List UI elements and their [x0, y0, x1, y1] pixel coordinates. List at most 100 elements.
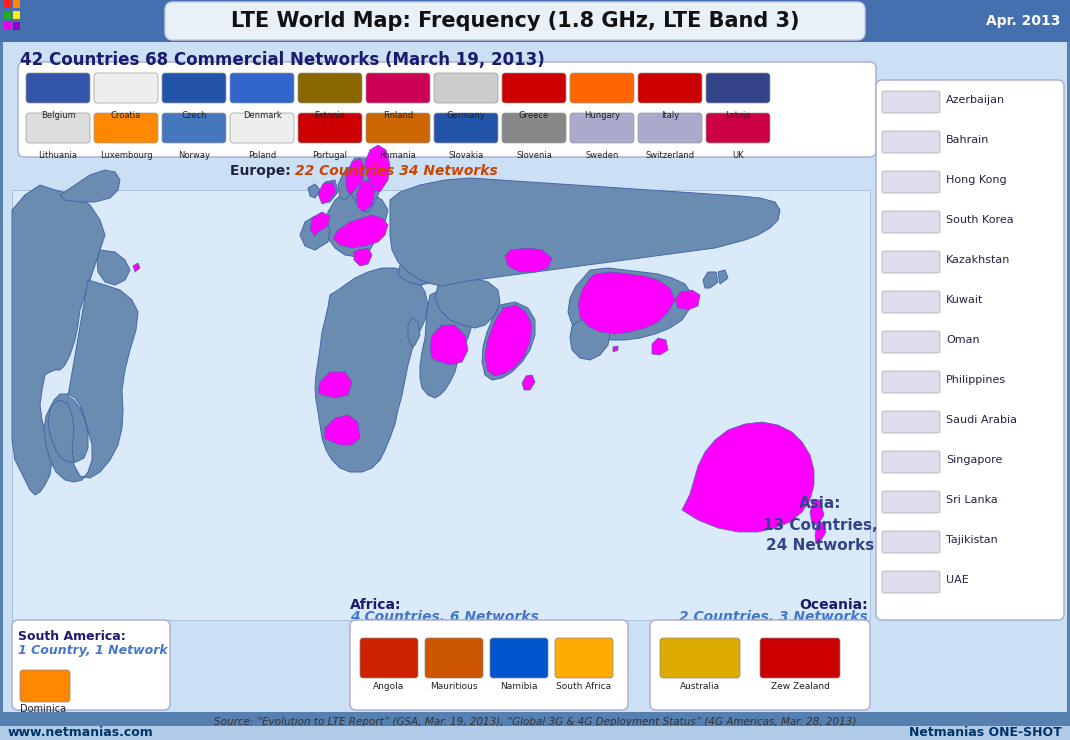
Polygon shape	[308, 184, 320, 198]
FancyBboxPatch shape	[555, 638, 613, 678]
Polygon shape	[348, 150, 382, 212]
FancyBboxPatch shape	[706, 113, 770, 143]
FancyBboxPatch shape	[882, 531, 941, 553]
FancyBboxPatch shape	[882, 451, 941, 473]
FancyBboxPatch shape	[490, 638, 548, 678]
Text: Hong Kong: Hong Kong	[946, 175, 1007, 185]
Text: Germany: Germany	[446, 111, 486, 120]
Text: Europe:: Europe:	[230, 164, 295, 178]
Polygon shape	[310, 212, 330, 236]
FancyBboxPatch shape	[20, 670, 70, 702]
Text: Netmanias ONE-SHOT: Netmanias ONE-SHOT	[910, 727, 1063, 739]
Text: Dominica: Dominica	[20, 704, 66, 714]
Polygon shape	[398, 262, 438, 285]
Text: Czech: Czech	[181, 111, 207, 120]
FancyBboxPatch shape	[162, 73, 226, 103]
FancyBboxPatch shape	[18, 62, 876, 157]
Text: Apr. 2013: Apr. 2013	[985, 14, 1060, 28]
Polygon shape	[60, 170, 120, 202]
Text: Africa:: Africa:	[350, 598, 401, 612]
Text: Kuwait: Kuwait	[946, 295, 983, 305]
Polygon shape	[300, 216, 330, 250]
Text: UK: UK	[732, 151, 744, 160]
Text: Slovenia: Slovenia	[516, 151, 552, 160]
Polygon shape	[318, 182, 336, 204]
FancyBboxPatch shape	[882, 331, 941, 353]
FancyBboxPatch shape	[882, 571, 941, 593]
Text: Switzerland: Switzerland	[645, 151, 694, 160]
Polygon shape	[485, 305, 532, 376]
FancyBboxPatch shape	[299, 73, 362, 103]
Bar	[0, 726, 1070, 740]
Polygon shape	[482, 302, 535, 380]
Polygon shape	[365, 145, 389, 192]
FancyBboxPatch shape	[706, 73, 770, 103]
Polygon shape	[133, 263, 140, 272]
Polygon shape	[354, 248, 372, 266]
FancyBboxPatch shape	[434, 113, 498, 143]
Polygon shape	[703, 272, 718, 288]
Polygon shape	[318, 372, 352, 398]
Text: Source: “Evolution to LTE Report” (GSA, Mar. 19, 2013), “Global 3G & 4G Deployme: Source: “Evolution to LTE Report” (GSA, …	[214, 717, 856, 727]
FancyBboxPatch shape	[882, 251, 941, 273]
FancyBboxPatch shape	[882, 211, 941, 233]
Text: Sri Lanka: Sri Lanka	[946, 495, 997, 505]
Polygon shape	[522, 375, 535, 390]
Polygon shape	[324, 415, 360, 445]
Text: Sweden: Sweden	[585, 151, 618, 160]
FancyBboxPatch shape	[660, 638, 740, 678]
FancyBboxPatch shape	[94, 73, 158, 103]
Polygon shape	[44, 280, 138, 482]
FancyBboxPatch shape	[299, 113, 362, 143]
Text: www.netmanias.com: www.netmanias.com	[7, 727, 154, 739]
Text: Romania: Romania	[380, 151, 416, 160]
FancyBboxPatch shape	[502, 113, 566, 143]
Polygon shape	[675, 290, 700, 310]
FancyBboxPatch shape	[502, 73, 566, 103]
Polygon shape	[810, 500, 824, 525]
FancyBboxPatch shape	[882, 291, 941, 313]
Text: Estonia: Estonia	[315, 111, 346, 120]
FancyBboxPatch shape	[570, 73, 635, 103]
Polygon shape	[408, 318, 421, 346]
FancyBboxPatch shape	[882, 131, 941, 153]
FancyBboxPatch shape	[570, 113, 635, 143]
Polygon shape	[568, 268, 692, 340]
Text: Denmark: Denmark	[243, 111, 281, 120]
FancyBboxPatch shape	[882, 171, 941, 193]
Polygon shape	[389, 178, 780, 286]
Text: Belgium: Belgium	[41, 111, 75, 120]
Text: 22 Countries 34 Networks: 22 Countries 34 Networks	[295, 164, 498, 178]
Text: Norway: Norway	[178, 151, 210, 160]
Text: 42 Countries 68 Commercial Networks (March 19, 2013): 42 Countries 68 Commercial Networks (Mar…	[20, 51, 545, 69]
Bar	[4, 0, 11, 8]
FancyBboxPatch shape	[366, 113, 430, 143]
Text: Australia: Australia	[679, 682, 720, 691]
FancyBboxPatch shape	[94, 113, 158, 143]
Bar	[4, 11, 11, 19]
Bar	[13, 0, 20, 8]
Bar	[12, 190, 870, 620]
Polygon shape	[320, 180, 338, 202]
FancyBboxPatch shape	[882, 91, 941, 113]
Text: South Africa: South Africa	[556, 682, 612, 691]
FancyBboxPatch shape	[165, 2, 865, 40]
FancyBboxPatch shape	[425, 638, 483, 678]
Text: Oman: Oman	[946, 335, 980, 345]
FancyBboxPatch shape	[12, 620, 170, 710]
FancyBboxPatch shape	[882, 411, 941, 433]
FancyBboxPatch shape	[26, 113, 90, 143]
Polygon shape	[505, 248, 552, 272]
Text: 4 Countries, 6 Networks: 4 Countries, 6 Networks	[350, 610, 539, 624]
Text: 2 Countries, 3 Networks: 2 Countries, 3 Networks	[679, 610, 868, 624]
Polygon shape	[815, 522, 826, 544]
FancyBboxPatch shape	[26, 73, 90, 103]
FancyBboxPatch shape	[360, 638, 418, 678]
FancyBboxPatch shape	[366, 73, 430, 103]
Polygon shape	[435, 278, 500, 328]
FancyBboxPatch shape	[649, 620, 870, 710]
Polygon shape	[421, 288, 475, 398]
Polygon shape	[682, 422, 814, 532]
FancyBboxPatch shape	[638, 113, 702, 143]
Text: Asia:
13 Countries,
24 Networks: Asia: 13 Countries, 24 Networks	[763, 497, 877, 554]
